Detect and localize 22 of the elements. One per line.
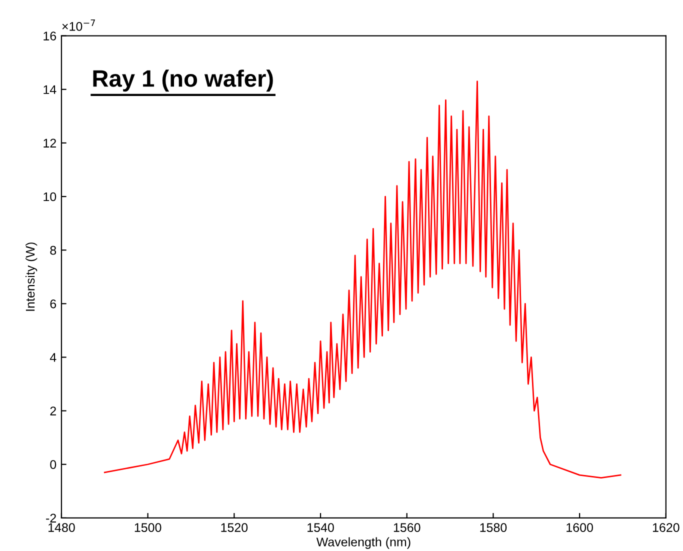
x-tick-label: 1500 [134,523,162,532]
y-axis-title: Intensity (W) [26,242,38,311]
y-tick-label: 0 [50,460,56,470]
y-tick-label: 16 [44,32,56,40]
x-tick-label: 1540 [308,523,334,532]
x-tick-label: 1600 [566,523,593,532]
text: Ray 1 (no wafer) [93,70,273,92]
text: ×10$^{−7}$ [62,20,95,31]
x-axis-title: Wavelength (nm) [316,537,410,549]
x-tick-label: 1480 [48,523,75,532]
x-tick-label: 1560 [394,523,420,532]
y-tick-label: 14 [44,85,56,94]
x-tick-label: 1620 [652,523,680,532]
y-tick-label: -2 [46,514,56,522]
x-tick-label: 1520 [221,523,248,532]
x-tick-label: 1580 [480,523,507,532]
y-tick-label: 8 [50,246,56,255]
y-tick-label: 10 [44,192,56,202]
y-tick-label: 4 [50,353,56,362]
y-tick-label: 2 [50,406,56,416]
y-tick-label: 6 [50,299,56,308]
y-tick-label: 12 [44,138,56,148]
